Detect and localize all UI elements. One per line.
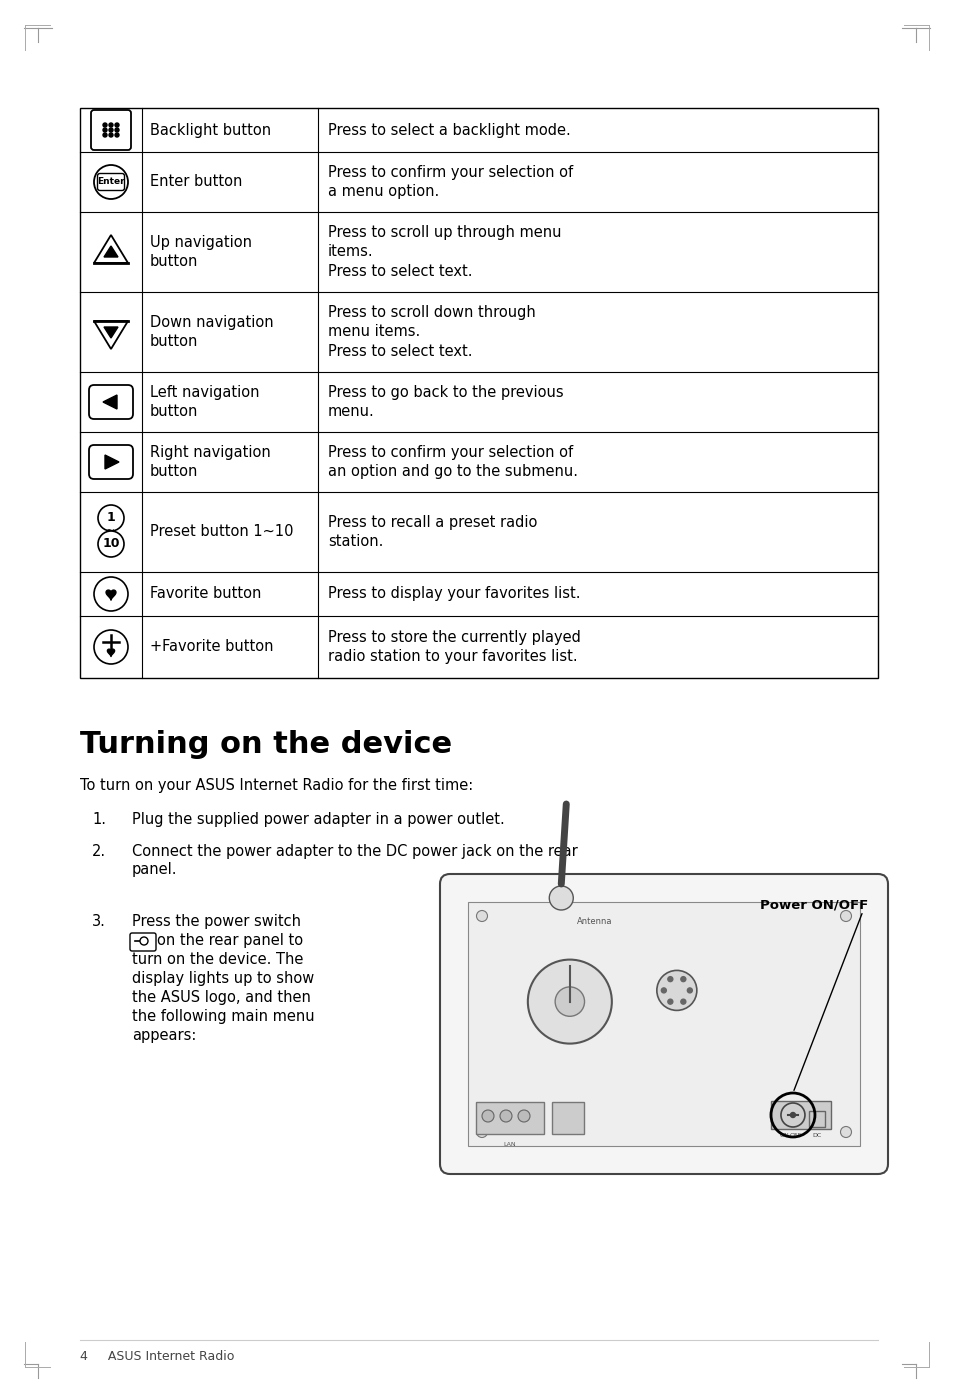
Text: Enter button: Enter button — [150, 174, 242, 189]
Text: Preset button 1~10: Preset button 1~10 — [150, 525, 294, 540]
Polygon shape — [105, 455, 119, 469]
Circle shape — [103, 122, 107, 127]
Text: Left navigation
button: Left navigation button — [150, 386, 259, 419]
Circle shape — [103, 134, 107, 136]
Circle shape — [476, 1126, 487, 1137]
Text: Favorite button: Favorite button — [150, 586, 261, 601]
Text: Press to store the currently played
radio station to your favorites list.: Press to store the currently played radi… — [328, 631, 580, 664]
FancyBboxPatch shape — [97, 174, 125, 191]
Circle shape — [781, 1102, 804, 1128]
FancyBboxPatch shape — [89, 445, 132, 479]
Text: +Favorite button: +Favorite button — [150, 639, 274, 654]
Circle shape — [94, 166, 128, 199]
Text: DC: DC — [812, 1133, 821, 1139]
Circle shape — [94, 631, 128, 664]
Text: Press to display your favorites list.: Press to display your favorites list. — [328, 586, 579, 601]
Bar — [808, 1111, 824, 1128]
Circle shape — [527, 959, 611, 1044]
Text: Press to go back to the previous
menu.: Press to go back to the previous menu. — [328, 386, 563, 419]
Text: on the rear panel to: on the rear panel to — [157, 933, 303, 948]
Text: To turn on your ASUS Internet Radio for the first time:: To turn on your ASUS Internet Radio for … — [80, 778, 473, 793]
Text: LAN: LAN — [503, 1141, 516, 1147]
Text: Enter: Enter — [97, 177, 125, 185]
Text: ON: ON — [780, 1133, 789, 1139]
Text: Plug the supplied power adapter in a power outlet.: Plug the supplied power adapter in a pow… — [132, 812, 504, 827]
Circle shape — [840, 1126, 851, 1137]
Circle shape — [549, 885, 573, 910]
Polygon shape — [104, 327, 118, 338]
Text: Press to confirm your selection of
an option and go to the submenu.: Press to confirm your selection of an op… — [328, 445, 578, 479]
Text: display lights up to show: display lights up to show — [132, 972, 314, 986]
Text: appears:: appears: — [132, 1029, 196, 1043]
Circle shape — [686, 988, 692, 992]
Text: Antenna: Antenna — [577, 917, 612, 927]
Circle shape — [115, 128, 119, 132]
Circle shape — [680, 999, 685, 1004]
Text: 1.: 1. — [91, 812, 106, 827]
Circle shape — [657, 970, 696, 1011]
Text: ~: ~ — [107, 526, 115, 536]
Polygon shape — [104, 246, 118, 258]
Text: Down navigation
button: Down navigation button — [150, 315, 274, 349]
Circle shape — [481, 1109, 494, 1122]
Text: Power ON/OFF: Power ON/OFF — [759, 899, 867, 912]
Polygon shape — [106, 590, 116, 600]
FancyBboxPatch shape — [89, 386, 132, 419]
Polygon shape — [108, 649, 114, 657]
Bar — [468, 902, 859, 1146]
Bar — [80, 109, 877, 678]
Text: 10: 10 — [102, 537, 120, 550]
Circle shape — [109, 134, 112, 136]
Circle shape — [555, 987, 584, 1016]
Circle shape — [476, 910, 487, 922]
Text: 1: 1 — [107, 511, 115, 525]
Circle shape — [499, 1109, 512, 1122]
Circle shape — [140, 937, 148, 945]
Circle shape — [667, 977, 672, 981]
Text: Press to scroll up through menu
items.
Press to select text.: Press to scroll up through menu items. P… — [328, 226, 561, 278]
Polygon shape — [103, 395, 117, 409]
Circle shape — [680, 977, 685, 981]
Circle shape — [115, 134, 119, 136]
Circle shape — [790, 1112, 795, 1118]
Text: Turning on the device: Turning on the device — [80, 729, 452, 759]
Polygon shape — [94, 235, 128, 263]
Text: Press to scroll down through
menu items.
Press to select text.: Press to scroll down through menu items.… — [328, 305, 536, 359]
Bar — [552, 1102, 583, 1134]
Text: turn on the device. The: turn on the device. The — [132, 952, 303, 967]
Text: 4     ASUS Internet Radio: 4 ASUS Internet Radio — [80, 1350, 234, 1363]
Circle shape — [109, 122, 112, 127]
Text: 3.: 3. — [91, 915, 106, 928]
Circle shape — [109, 128, 112, 132]
Circle shape — [667, 999, 672, 1004]
Text: Press to select a backlight mode.: Press to select a backlight mode. — [328, 122, 570, 138]
Text: Up navigation
button: Up navigation button — [150, 235, 252, 269]
Circle shape — [103, 128, 107, 132]
Bar — [476, 1102, 543, 1134]
Text: Press to recall a preset radio
station.: Press to recall a preset radio station. — [328, 515, 537, 548]
Circle shape — [517, 1109, 530, 1122]
FancyBboxPatch shape — [439, 874, 887, 1173]
Circle shape — [98, 530, 124, 557]
Text: Backlight button: Backlight button — [150, 122, 271, 138]
Circle shape — [98, 505, 124, 530]
Text: Connect the power adapter to the DC power jack on the rear: Connect the power adapter to the DC powe… — [132, 844, 578, 859]
Circle shape — [660, 988, 665, 992]
FancyBboxPatch shape — [130, 933, 156, 951]
Circle shape — [115, 122, 119, 127]
Text: panel.: panel. — [132, 862, 177, 877]
Text: OFF: OFF — [789, 1133, 801, 1139]
Text: Right navigation
button: Right navigation button — [150, 445, 271, 479]
Text: 2.: 2. — [91, 844, 106, 859]
Circle shape — [840, 910, 851, 922]
Text: the ASUS logo, and then: the ASUS logo, and then — [132, 990, 311, 1005]
Text: Press the power switch: Press the power switch — [132, 915, 301, 928]
Bar — [770, 1101, 830, 1129]
Text: the following main menu: the following main menu — [132, 1009, 314, 1025]
Circle shape — [94, 578, 128, 611]
FancyBboxPatch shape — [91, 110, 131, 150]
Text: Press to confirm your selection of
a menu option.: Press to confirm your selection of a men… — [328, 164, 573, 199]
Polygon shape — [94, 322, 128, 349]
